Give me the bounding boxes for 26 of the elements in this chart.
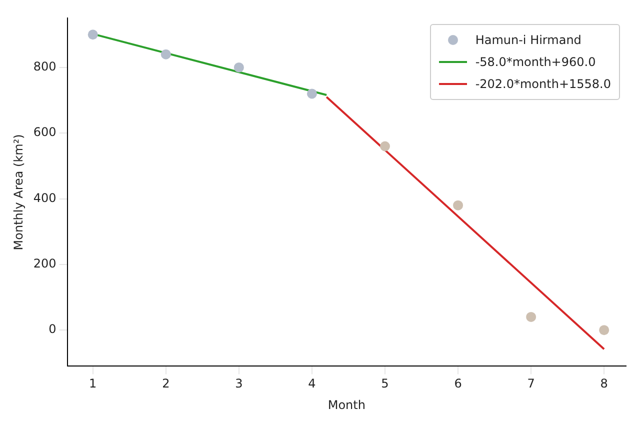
x-tick-label: 7 — [527, 376, 535, 391]
point — [599, 325, 610, 336]
point — [453, 200, 464, 210]
x-axis-title: Month — [328, 398, 366, 412]
legend-label: -202.0*month+1558.0 — [475, 77, 611, 92]
point — [160, 49, 171, 60]
x-tick-label: 4 — [308, 376, 316, 391]
y-axis-title: Monthly Area (km²) — [11, 134, 26, 250]
point — [88, 30, 98, 40]
y-tick-label: 400 — [33, 190, 56, 205]
x-tick-label: 1 — [89, 376, 97, 391]
x-tick-label: 8 — [600, 376, 608, 391]
point — [306, 88, 317, 99]
y-tick-label: 800 — [33, 60, 56, 74]
x-tick-label: 2 — [162, 376, 170, 391]
y-tick-label: 200 — [33, 256, 56, 271]
x-tick-label: 5 — [381, 376, 389, 391]
legend-label: -58.0*month+960.0 — [475, 55, 596, 70]
x-tick-label: 6 — [454, 376, 462, 391]
point — [380, 141, 390, 152]
point — [526, 312, 536, 322]
y-tick-label: 600 — [33, 125, 56, 140]
point — [234, 62, 244, 72]
y-tick-label: 0 — [48, 322, 56, 336]
legend-label: Hamun-i Hirmand — [475, 33, 582, 48]
x-tick-label: 3 — [235, 376, 243, 391]
